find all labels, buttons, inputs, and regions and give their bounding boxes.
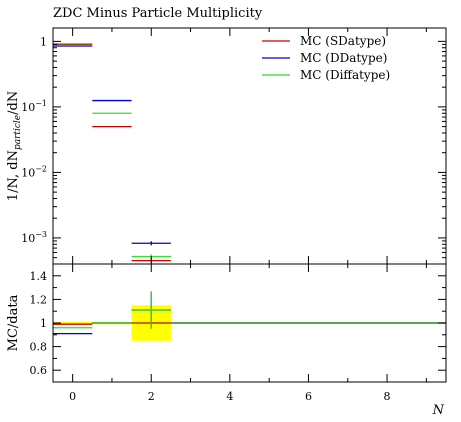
main-ytick-label: 1 [40, 35, 47, 48]
main-ytick-labels: 1 10−1 10−2 10−3 [21, 35, 47, 245]
main-y-axis-label: 1/N, dNparticle/dN [6, 91, 23, 201]
main-ytick-label: 10−3 [21, 230, 47, 245]
xtick-labels: 0 2 4 6 8 [69, 390, 390, 403]
ratio-data [53, 291, 446, 335]
ratio-ytick-label: 0.6 [30, 364, 48, 377]
x-axis-label: N [432, 403, 445, 418]
xtick-label: 2 [148, 390, 155, 403]
ratio-ytick-label: 1.2 [30, 293, 48, 306]
main-ytick-label: 10−1 [21, 99, 47, 114]
ratio-ytick-label: 1.4 [30, 270, 48, 283]
ratio-ytick-label: 1 [40, 317, 47, 330]
legend-entry-1: MC (DDatype) [300, 51, 387, 65]
ratio-panel: 0.6 0.8 1 1.2 1.4 0 2 4 6 8 MC/data N [6, 263, 447, 418]
ratio-y-axis-label: MC/data [6, 294, 21, 351]
ratio-ytick-label: 0.8 [30, 341, 48, 354]
ratio-frame [52, 263, 447, 383]
xtick-label: 6 [305, 390, 312, 403]
ratio-ytick-labels: 0.6 0.8 1 1.2 1.4 [30, 270, 48, 377]
xtick-label: 4 [226, 390, 233, 403]
chart-title: ZDC Minus Particle Multiplicity [53, 6, 263, 21]
main-data [53, 43, 171, 263]
ratio-band-bin-0 [53, 321, 93, 325]
legend-entry-2: MC (Diffatype) [300, 68, 390, 82]
main-ytick-label: 10−2 [21, 164, 47, 179]
main-panel: 1 10−1 10−2 10−3 1/N, dNparticle/dN MC (SDa… [6, 27, 447, 265]
legend: MC (SDatype) MC (DDatype) MC (Diffatype) [262, 34, 390, 82]
xtick-label: 0 [69, 390, 76, 403]
xtick-label: 8 [384, 390, 391, 403]
legend-entry-0: MC (SDatype) [300, 34, 386, 48]
